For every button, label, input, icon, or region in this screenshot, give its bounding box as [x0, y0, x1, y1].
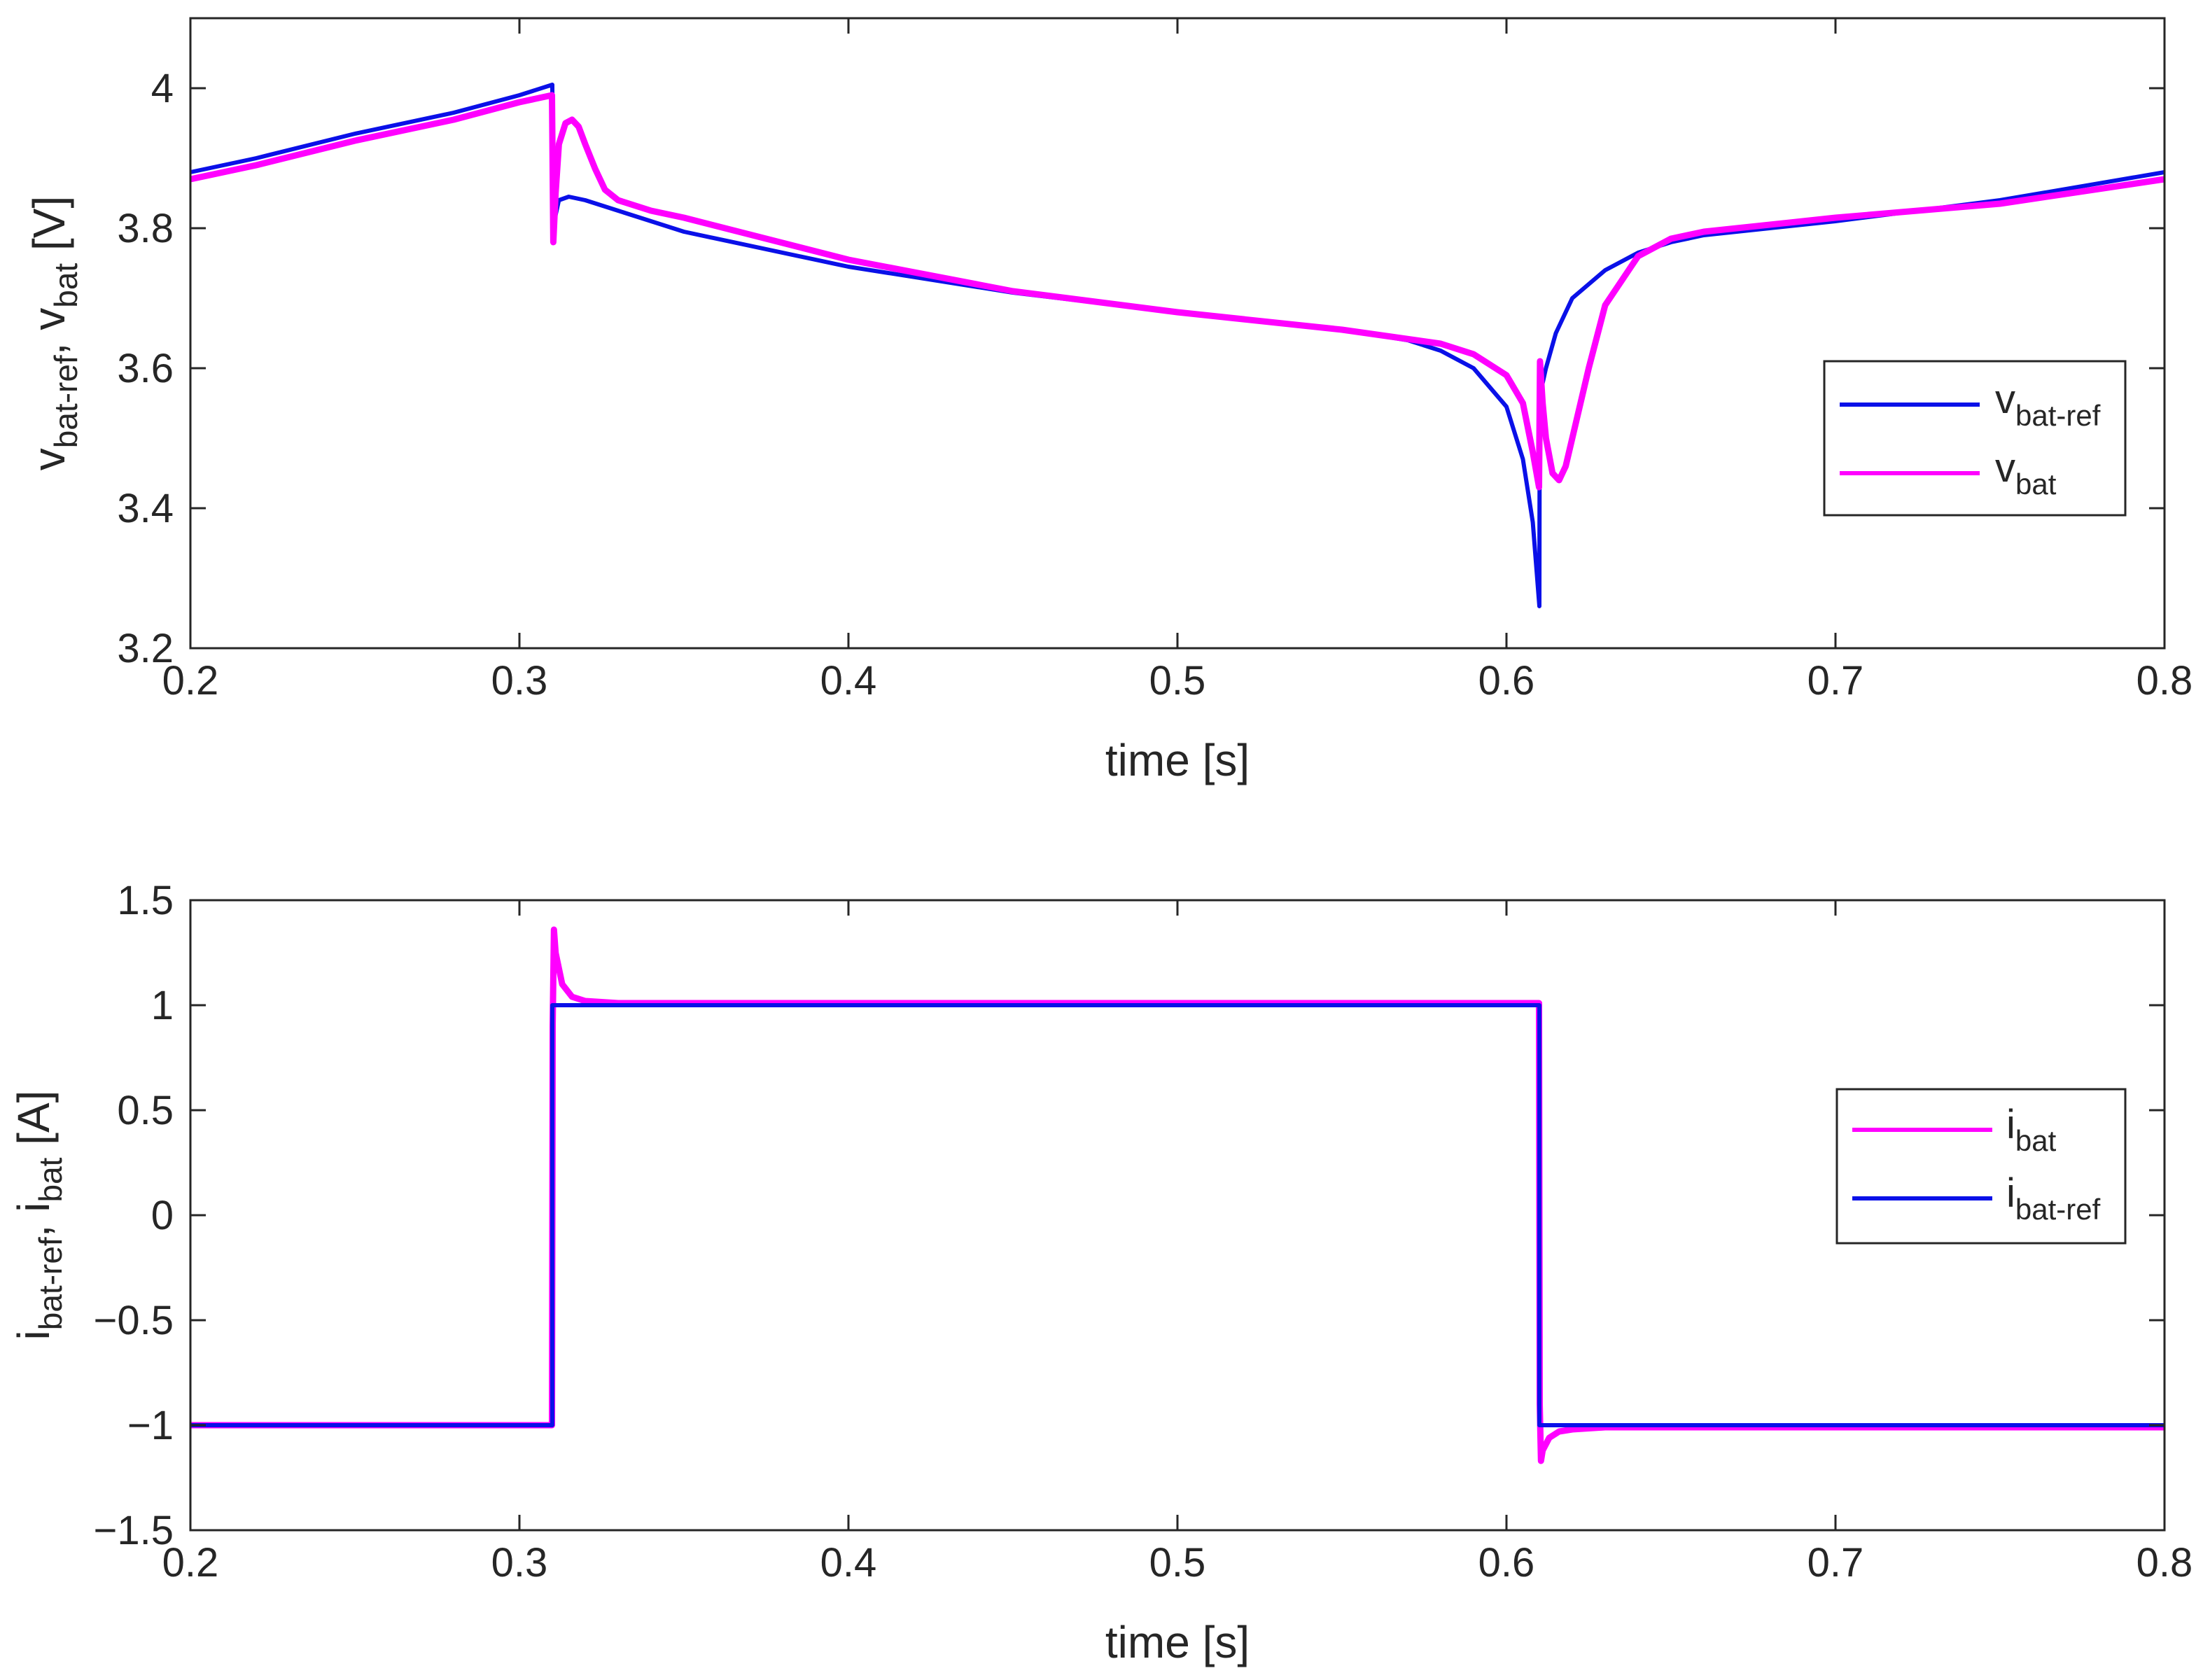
voltage-ylabel: vbat-ref, vbat [V] — [24, 196, 84, 471]
current-ylabel-base1: i — [8, 1330, 59, 1340]
voltage-ylabel-sub1: bat-ref — [48, 355, 84, 448]
voltage-ticks-group: 0.2 0.3 0.4 0.5 0.6 0.7 0.8 3.2 3.4 3.6 3.8 4 — [117, 18, 2192, 704]
current-series-group — [190, 926, 2164, 1464]
voltage-ylabel-base1: v — [24, 448, 74, 470]
current-legend-label-0-base: i — [2006, 1102, 2015, 1147]
voltage-xtick-label-1: 0.3 — [491, 658, 548, 704]
current-ytick-label-4: 0.5 — [117, 1088, 174, 1133]
voltage-xtick-label-6: 0.8 — [2136, 658, 2193, 704]
current-ylabel-sub2: bat — [32, 1157, 69, 1202]
current-legend-box — [1835, 1088, 2127, 1245]
current-ytick-label-3: 0 — [151, 1193, 174, 1238]
current-ylabel-unit: [A] — [8, 1091, 59, 1158]
current-ytick-label-6: 1.5 — [117, 878, 174, 923]
voltage-xtick-label-0: 0.2 — [162, 658, 219, 704]
current-ylabel-sub1: bat-ref — [32, 1237, 69, 1330]
current-ylabel-base2: i — [8, 1203, 59, 1212]
voltage-ytick-label-0: 3.2 — [117, 626, 174, 671]
voltage-ytick-label-3: 3.8 — [117, 206, 174, 251]
current-xtick-label-4: 0.6 — [1478, 1540, 1535, 1586]
voltage-legend-label-0-base: v — [1995, 377, 2015, 422]
voltage-ytick-label-4: 4 — [151, 66, 174, 111]
voltage-legend-label-0-sub: bat-ref — [2015, 399, 2101, 432]
current-legend: ibat ibat-ref — [1835, 1088, 2127, 1245]
voltage-legend-label-1-base: v — [1995, 445, 2015, 491]
voltage-series-line-0 — [190, 83, 2165, 608]
current-legend-label-1-base: i — [2006, 1170, 2015, 1216]
current-xtick-label-1: 0.3 — [491, 1540, 548, 1586]
voltage-legend-box — [1823, 360, 2127, 517]
current-ytick-label-0: −1.5 — [94, 1508, 174, 1553]
current-ylabel-sep: , — [8, 1212, 59, 1238]
current-legend-label-1: ibat-ref — [2006, 1170, 2101, 1226]
voltage-ytick-label-1: 3.4 — [117, 486, 174, 531]
voltage-xtick-label-2: 0.4 — [820, 658, 877, 704]
voltage-legend-label-1: vbat — [1995, 445, 2057, 500]
voltage-ylabel-sep: , — [24, 330, 74, 356]
current-xtick-label-3: 0.5 — [1149, 1540, 1206, 1586]
current-ytick-label-1: −1 — [127, 1403, 174, 1448]
current-ticks-group: 0.2 0.3 0.4 0.5 0.6 0.7 0.8 −1.5 −1 −0.5 0 0.5 1 1.5 — [94, 878, 2193, 1586]
voltage-subplot: 0.2 0.3 0.4 0.5 0.6 0.7 0.8 3.2 3.4 3.6 3.8 4 time … — [24, 17, 2192, 785]
current-legend-label-0: ibat — [2006, 1102, 2057, 1157]
current-subplot: 0.2 0.3 0.4 0.5 0.6 0.7 0.8−1.5−1−0.500.511.5 … — [8, 878, 2192, 1667]
voltage-xlabel: time [s] — [1105, 735, 1250, 785]
voltage-ylabel-base2: v — [24, 308, 74, 330]
current-xtick-label-0: 0.2 — [162, 1540, 219, 1586]
current-ylabel: ibat-ref, ibat [A] — [8, 1091, 69, 1340]
current-ytick-label-5: 1 — [151, 983, 174, 1028]
voltage-ylabel-unit: [V] — [24, 196, 74, 263]
current-legend-label-0-sub: bat — [2015, 1124, 2057, 1157]
voltage-series-group — [190, 83, 2165, 608]
voltage-legend-label-0: vbat-ref — [1995, 377, 2101, 432]
current-series-line-1 — [190, 1003, 2164, 1427]
voltage-xtick-label-4: 0.6 — [1478, 658, 1535, 704]
voltage-legend: vbat-ref vbat — [1823, 360, 2127, 517]
current-xtick-label-6: 0.8 — [2136, 1540, 2193, 1586]
voltage-ytick-label-2: 3.6 — [117, 346, 174, 391]
voltage-series-line-1 — [190, 92, 2165, 491]
current-xtick-label-5: 0.7 — [1807, 1540, 1864, 1586]
voltage-legend-label-1-sub: bat — [2015, 468, 2057, 500]
voltage-xtick-label-5: 0.7 — [1807, 658, 1864, 704]
current-legend-label-1-sub: bat-ref — [2015, 1193, 2101, 1226]
voltage-ylabel-sub2: bat — [48, 263, 84, 308]
current-xtick-label-2: 0.4 — [820, 1540, 877, 1586]
current-ytick-label-2: −0.5 — [94, 1298, 174, 1343]
voltage-xtick-label-3: 0.5 — [1149, 658, 1206, 704]
current-xlabel: time [s] — [1105, 1617, 1250, 1667]
